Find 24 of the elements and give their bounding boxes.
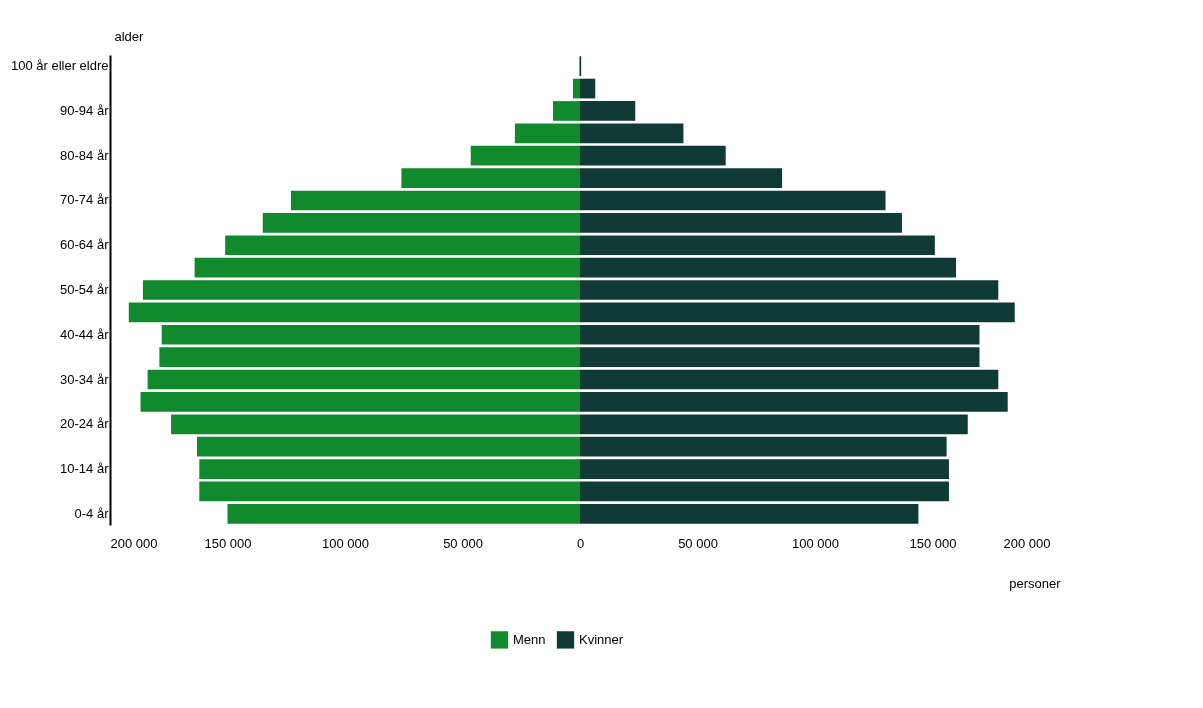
- x-tick-label: 50 000: [443, 535, 483, 551]
- y-tick-label: 20-24 år: [60, 416, 110, 432]
- y-tick-label: 100 år eller eldre: [10, 58, 109, 74]
- y-tick-label: 60-64 år: [60, 237, 110, 253]
- x-tick-label: 150 000: [909, 535, 957, 551]
- x-tick-label: 200 000: [1003, 535, 1051, 551]
- legend-label: Kvinner: [579, 631, 624, 647]
- x-tick-label: 200 000: [110, 535, 158, 551]
- y-axis-title: alder: [114, 28, 145, 44]
- legend-label: Menn: [513, 631, 546, 647]
- x-axis-title: personer: [1009, 575, 1062, 591]
- y-tick-label: 80-84 år: [60, 147, 110, 163]
- y-tick-label: 40-44 år: [60, 326, 110, 342]
- y-tick-label: 10-14 år: [60, 461, 110, 477]
- x-tick-label: 100 000: [792, 535, 839, 551]
- x-tick-label: 100 000: [322, 535, 369, 551]
- x-tick-label: 150 000: [204, 535, 252, 551]
- x-tick-label: 0: [576, 535, 585, 551]
- x-tick-label: 50 000: [678, 535, 718, 551]
- y-tick-label: 0-4 år: [74, 505, 110, 521]
- y-tick-label: 70-74 år: [60, 192, 110, 208]
- y-tick-label: 50-54 år: [60, 282, 110, 297]
- y-tick-label: 30-34 år: [60, 371, 110, 387]
- y-tick-label: 90-94 år: [60, 102, 110, 118]
